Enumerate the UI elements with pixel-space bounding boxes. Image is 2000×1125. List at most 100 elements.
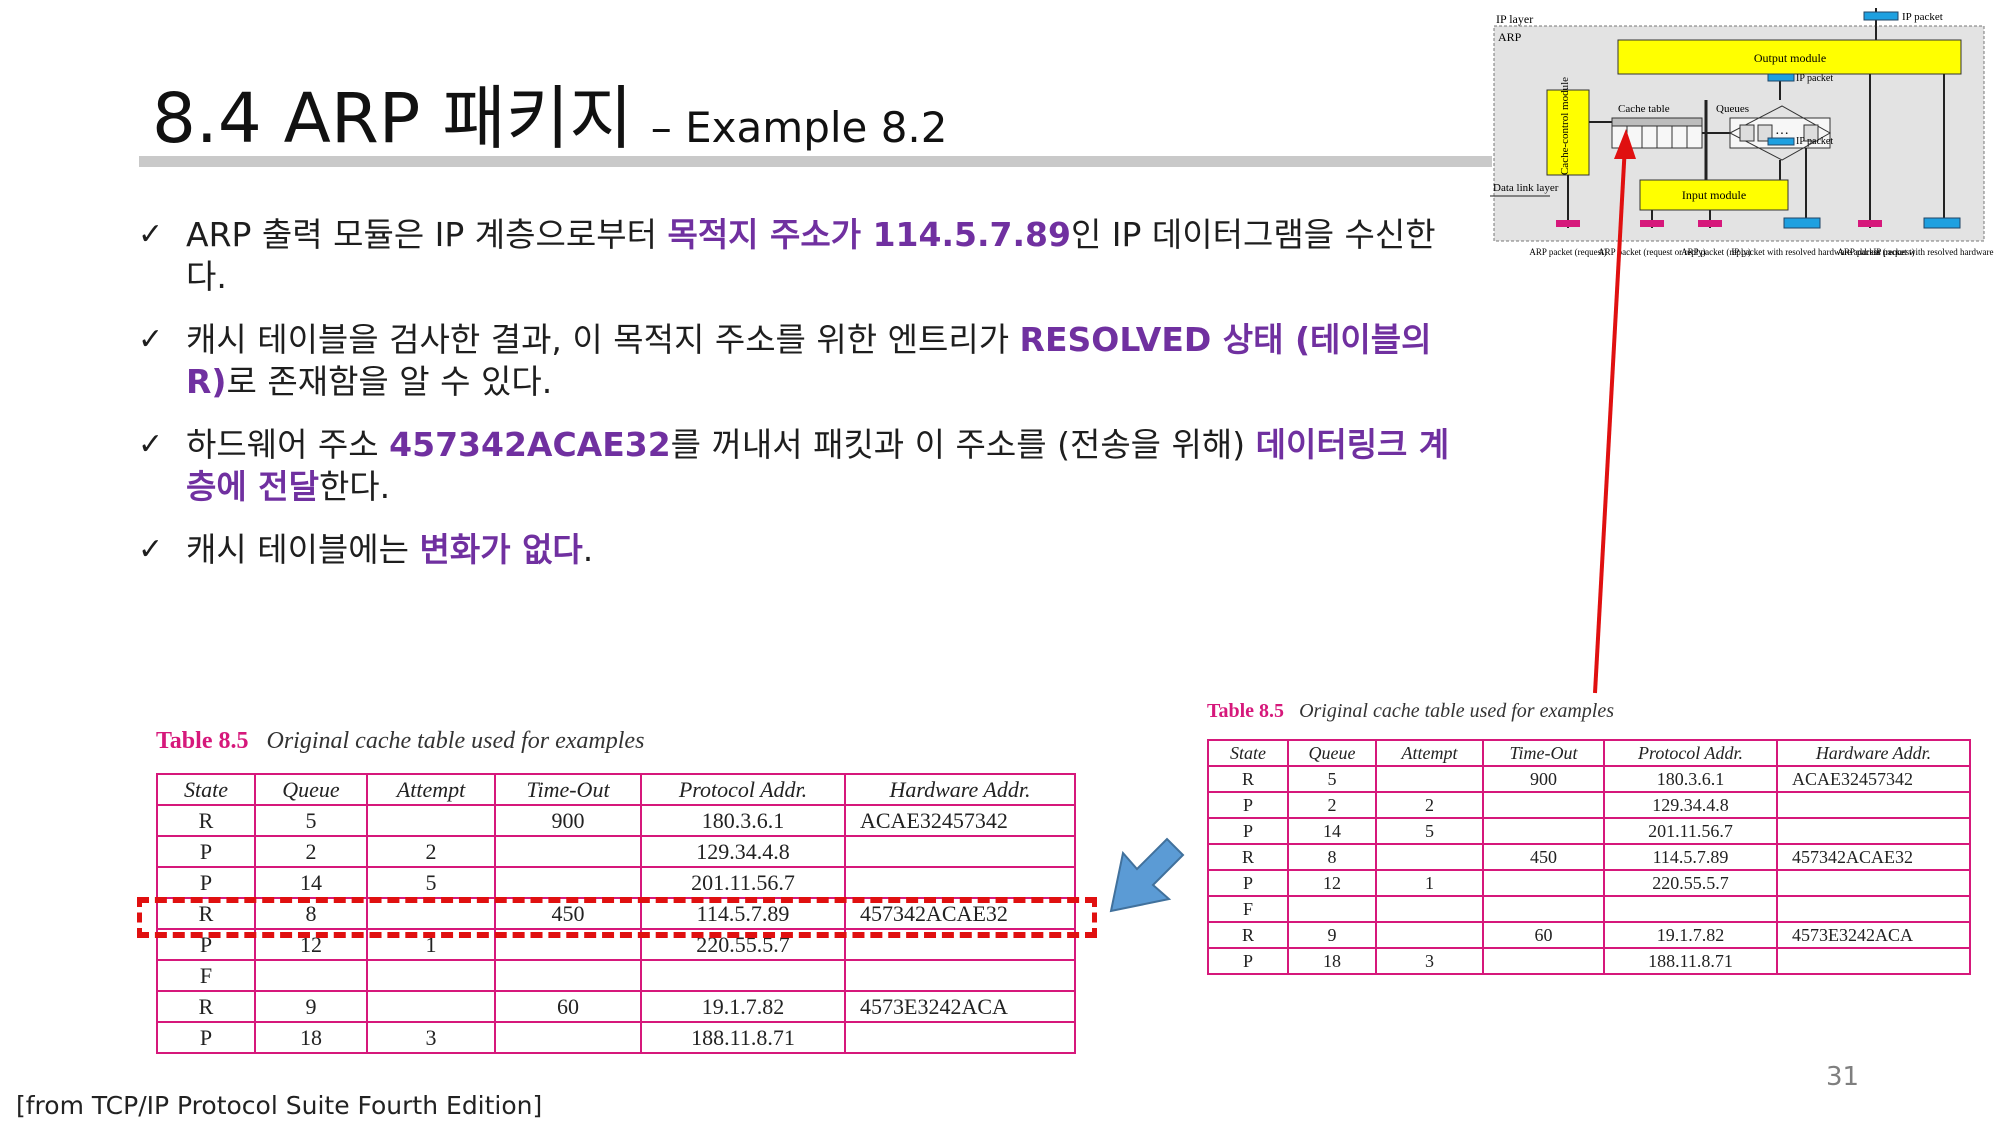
col-header: Attempt (366, 773, 496, 806)
table-cell: P (1207, 947, 1289, 975)
table-cell: 180.3.6.1 (640, 804, 846, 837)
col-header: Queue (1287, 739, 1377, 767)
table-caption-text: Original cache table used for examples (266, 728, 645, 754)
table-cell: 2 (1375, 791, 1484, 819)
queues-label: Queues (1716, 103, 1749, 115)
bullet-item: ✓ 캐시 테이블에는 변화가 없다. (138, 529, 1468, 571)
col-header: Protocol Addr. (640, 773, 846, 806)
table-cell: 2 (254, 835, 368, 868)
table-cell (494, 866, 642, 899)
table-cell (844, 866, 1076, 899)
ip-packet-label: IP packet (1796, 73, 1833, 84)
col-header: Time-Out (1482, 739, 1605, 767)
table-row: P 18 3 188.11.8.71 (1207, 947, 1971, 975)
bottom-label: ARP packet (reply) (1681, 247, 1751, 257)
table-row: P 12 1 220.55.5.7 (1207, 869, 1971, 897)
table-row: P 14 5 201.11.56.7 (1207, 817, 1971, 845)
table-cell: 114.5.7.89 (1603, 843, 1778, 871)
bullet-text: 캐시 테이블에는 (186, 530, 420, 569)
table-cell: 188.11.8.71 (1603, 947, 1778, 975)
table-row: R 8 450 114.5.7.89 457342ACAE32 (1207, 843, 1971, 871)
cache-table-right: State Queue Attempt Time-Out Protocol Ad… (1207, 739, 1971, 975)
bullet-text: 인 IP 데이터그램을 수신한다. (186, 215, 1436, 296)
arp-label: ARP (1498, 30, 1522, 44)
table-cell: P (1207, 869, 1289, 897)
col-header: Hardware Addr. (844, 773, 1076, 806)
table-cell: P (156, 866, 256, 899)
table-cell (366, 959, 496, 992)
table-cell (1375, 843, 1484, 871)
check-icon: ✓ (138, 217, 164, 252)
table-cell (1776, 791, 1971, 819)
table-caption-right: Table 8.5 Original cache table used for … (1207, 700, 1614, 723)
col-header: Queue (254, 773, 368, 806)
bullet-list: ✓ ARP 출력 모듈은 IP 계층으로부터 목적지 주소가 114.5.7.8… (138, 214, 1468, 592)
bottom-label: ARP packet (request) (1529, 247, 1606, 257)
table-cell (1375, 765, 1484, 793)
table-cell: 60 (494, 990, 642, 1023)
table-cell: 5 (1287, 765, 1377, 793)
table-cell: 900 (494, 804, 642, 837)
table-cell (494, 835, 642, 868)
table-cell: 12 (1287, 869, 1377, 897)
red-arrow-icon (1593, 129, 1636, 694)
bullet-highlight: 457342ACAE32 (389, 425, 671, 464)
table-row: P 18 3 188.11.8.71 (156, 1021, 1076, 1054)
bullet-text: ARP 출력 모듈은 IP 계층으로부터 (186, 215, 668, 254)
table-cell: 3 (1375, 947, 1484, 975)
table-cell: 60 (1482, 921, 1605, 949)
source-citation: [from TCP/IP Protocol Suite Fourth Editi… (16, 1091, 543, 1120)
table-cell: R (1207, 765, 1289, 793)
bottom-label: IP packet with resolved hardware address (1873, 247, 1996, 257)
check-icon: ✓ (138, 532, 164, 567)
table-cell: 450 (1482, 843, 1605, 871)
title-main: 8.4 ARP 패키지 (152, 79, 633, 159)
bullet-highlight: 목적지 주소가 114.5.7.89 (667, 215, 1071, 254)
table-cell: 2 (366, 835, 496, 868)
table-cell (640, 959, 846, 992)
table-cell: 1 (1375, 869, 1484, 897)
table-cell (1287, 895, 1377, 923)
table-row: P 14 5 201.11.56.7 (156, 866, 1076, 899)
col-header: Hardware Addr. (1776, 739, 1971, 767)
table-cell (1482, 947, 1605, 975)
table-cell (254, 959, 368, 992)
table-row: F (1207, 895, 1971, 923)
table-row: F (156, 959, 1076, 992)
table-cell: 19.1.7.82 (640, 990, 846, 1023)
bullet-text: 캐시 테이블을 검사한 결과, 이 목적지 주소를 위한 엔트리가 (186, 320, 1020, 359)
slide-title: 8.4 ARP 패키지 – Example 8.2 (152, 62, 948, 162)
table-row: R 5 900 180.3.6.1 ACAE32457342 (156, 804, 1076, 837)
table-cell: 19.1.7.82 (1603, 921, 1778, 949)
table-cell: P (1207, 791, 1289, 819)
table-cell (1482, 791, 1605, 819)
table-cell: 900 (1482, 765, 1605, 793)
bullet-text: 를 꺼내서 패킷과 이 주소를 (전송을 위해) (670, 425, 1256, 464)
table-cell: 188.11.8.71 (640, 1021, 846, 1054)
table-cell: P (156, 835, 256, 868)
bullet-text: . (582, 530, 594, 569)
table-cell: F (156, 959, 256, 992)
table-cell (494, 959, 642, 992)
table-header-row: State Queue Attempt Time-Out Protocol Ad… (156, 773, 1076, 806)
table-cell: 5 (1375, 817, 1484, 845)
table-cell: P (1207, 817, 1289, 845)
table-cell (1375, 921, 1484, 949)
col-header: State (1207, 739, 1289, 767)
table-cell: 8 (1287, 843, 1377, 871)
bullet-item: ✓ ARP 출력 모듈은 IP 계층으로부터 목적지 주소가 114.5.7.8… (138, 214, 1468, 298)
table-header-row: State Queue Attempt Time-Out Protocol Ad… (1207, 739, 1971, 767)
bullet-highlight: 데이터링크 계층에 전달 (186, 425, 1450, 506)
table-cell (1603, 895, 1778, 923)
table-cell (844, 959, 1076, 992)
title-subtitle: – Example 8.2 (650, 103, 948, 152)
bullet-text: 로 존재함을 알 수 있다. (226, 362, 553, 401)
col-header: Attempt (1375, 739, 1484, 767)
table-cell: ACAE32457342 (1776, 765, 1971, 793)
table-cell: 3 (366, 1021, 496, 1054)
bullet-text: 한다. (318, 467, 391, 506)
highlight-dashed-box (137, 897, 1097, 938)
table-row: R 5 900 180.3.6.1 ACAE32457342 (1207, 765, 1971, 793)
table-cell: 9 (254, 990, 368, 1023)
table-cell: 5 (254, 804, 368, 837)
